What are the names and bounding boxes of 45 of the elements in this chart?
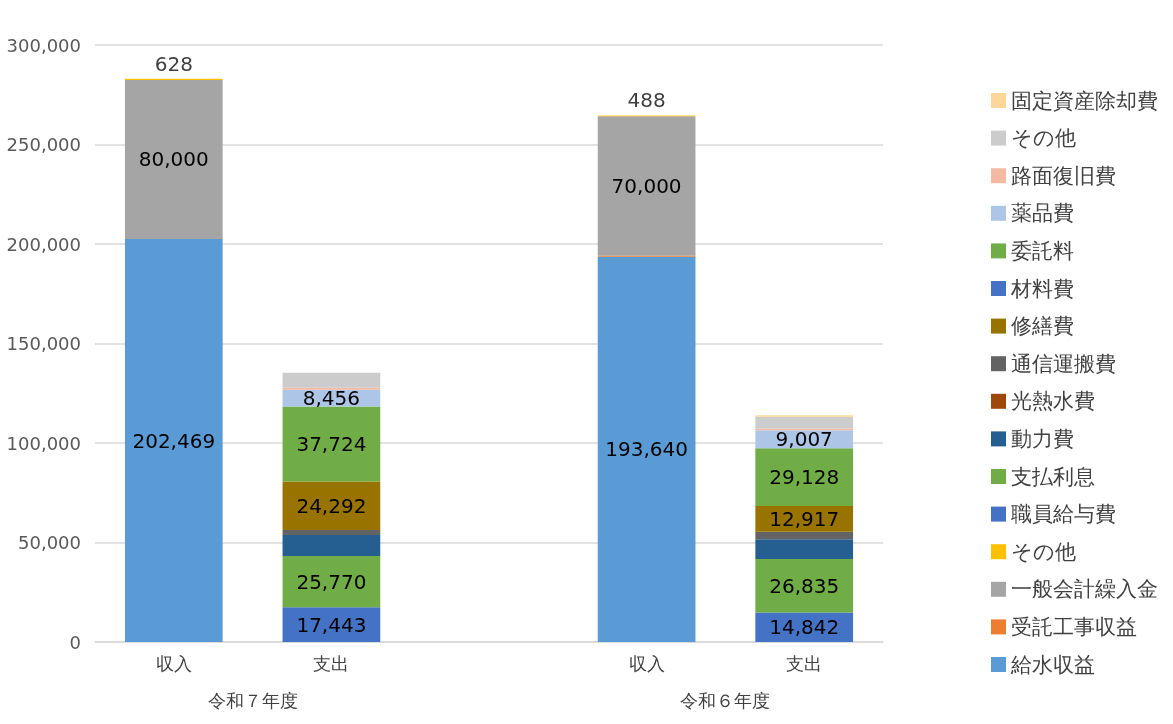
text: 令和７年度 xyxy=(207,689,298,711)
legend-label: 路面復旧費 xyxy=(1011,163,1116,188)
legend-label: 材料費 xyxy=(1010,276,1074,301)
legend-label: 委託料 xyxy=(1011,238,1074,263)
legend-label: 動力費 xyxy=(1011,426,1074,451)
x-tick-label: 支出 xyxy=(313,652,350,674)
y-tick-label: 150,000 xyxy=(6,333,81,354)
legend-label: 支払利息 xyxy=(1011,464,1095,489)
data-label: 80,000 xyxy=(138,147,209,172)
legend-label: 固定資産除却費 xyxy=(1011,88,1158,113)
legend-label: 給水収益 xyxy=(1010,652,1095,677)
legend-label: 受託工事収益 xyxy=(1011,614,1137,639)
legend-label: 修繕費 xyxy=(1011,314,1074,339)
legend-label: 職員給与費 xyxy=(1011,502,1116,527)
x-tick-label: 収入 xyxy=(628,652,665,674)
data-label: 488 xyxy=(627,88,666,113)
data-label: 8,456 xyxy=(302,386,361,411)
data-label: 26,835 xyxy=(769,573,840,598)
text: 令和６年度 xyxy=(680,689,771,711)
data-label: 628 xyxy=(154,51,193,76)
x-tick-label: 支出 xyxy=(786,652,823,674)
y-tick-label: 300,000 xyxy=(6,34,81,56)
data-label: 25,770 xyxy=(296,569,367,594)
data-label: 24,292 xyxy=(296,493,367,518)
legend-label: 薬品費 xyxy=(1011,201,1074,226)
legend-label: 一般会計繰入金 xyxy=(1011,577,1158,602)
data-label: 193,640 xyxy=(605,437,688,462)
legend-label: その他 xyxy=(1011,126,1076,151)
y-tick-label: 0 xyxy=(69,631,81,653)
y-tick-label: 50,000 xyxy=(18,532,81,553)
data-label: 9,007 xyxy=(775,427,833,452)
data-label: 202,469 xyxy=(132,428,216,453)
data-label: 12,917 xyxy=(769,506,840,531)
y-tick-label: 100,000 xyxy=(6,432,81,454)
data-label: 17,443 xyxy=(296,612,367,637)
legend-label: その他 xyxy=(1011,539,1076,564)
legend-label: 通信運搬費 xyxy=(1011,351,1116,376)
data-label: 70,000 xyxy=(611,174,682,199)
y-tick-label: 250,000 xyxy=(6,134,81,155)
y-tick-label: 200,000 xyxy=(6,233,81,255)
data-label: 14,842 xyxy=(769,615,840,640)
data-label: 29,128 xyxy=(769,465,840,490)
legend-label: 光熱水費 xyxy=(1011,389,1095,414)
x-tick-label: 収入 xyxy=(155,652,192,674)
data-label: 37,724 xyxy=(296,432,367,457)
